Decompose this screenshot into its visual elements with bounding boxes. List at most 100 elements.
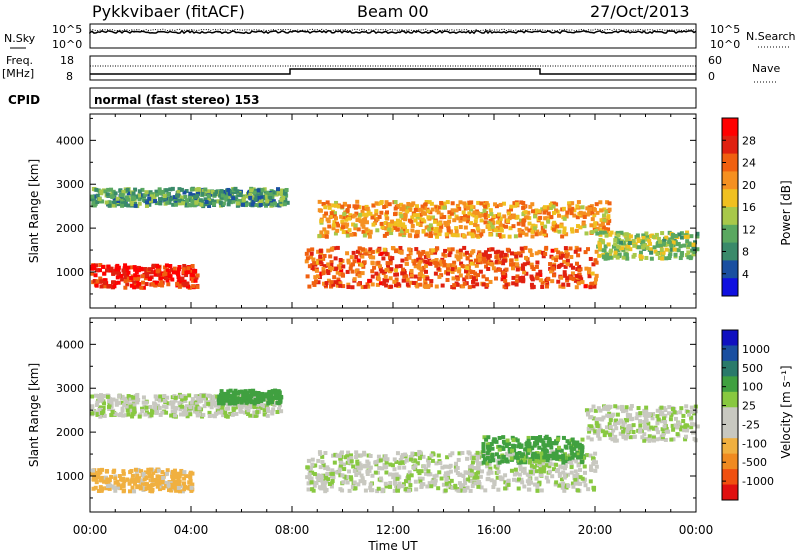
data-cell bbox=[548, 266, 553, 271]
data-cell bbox=[116, 482, 121, 487]
data-cell bbox=[549, 454, 554, 459]
data-cell bbox=[258, 406, 263, 411]
data-cell bbox=[486, 471, 491, 476]
data-cell bbox=[181, 270, 186, 275]
data-cell bbox=[150, 198, 155, 203]
data-cell bbox=[147, 267, 152, 272]
data-cell bbox=[278, 188, 283, 193]
data-cell bbox=[551, 451, 556, 456]
data-cell bbox=[509, 456, 514, 461]
data-cell bbox=[327, 203, 332, 208]
data-cell bbox=[418, 266, 423, 271]
data-cell bbox=[691, 242, 696, 247]
data-cell bbox=[133, 481, 138, 486]
data-cell bbox=[112, 196, 117, 201]
data-cell bbox=[278, 199, 283, 204]
data-cell bbox=[263, 193, 268, 198]
data-cell bbox=[415, 221, 420, 226]
data-cell bbox=[644, 414, 649, 419]
data-cell bbox=[385, 210, 390, 215]
data-cell bbox=[212, 202, 217, 207]
data-cell bbox=[121, 489, 126, 494]
data-cell bbox=[356, 258, 361, 263]
data-cell bbox=[447, 253, 452, 258]
data-cell bbox=[520, 452, 525, 457]
x-tick-label: 12:00 bbox=[376, 523, 411, 537]
data-cell bbox=[331, 475, 336, 480]
data-cell bbox=[184, 404, 189, 409]
data-cell bbox=[117, 401, 122, 406]
data-cell bbox=[381, 457, 386, 462]
data-cell bbox=[235, 189, 240, 194]
data-cell bbox=[563, 464, 568, 469]
data-cell bbox=[131, 191, 136, 196]
data-cell bbox=[403, 487, 408, 492]
data-cell bbox=[99, 407, 104, 412]
data-cell bbox=[196, 187, 201, 192]
data-cell bbox=[143, 267, 148, 272]
data-cell bbox=[399, 229, 404, 234]
data-cell bbox=[268, 196, 273, 201]
data-cell bbox=[444, 477, 449, 482]
data-cell bbox=[375, 282, 380, 287]
data-cell bbox=[537, 460, 542, 465]
data-cell bbox=[538, 272, 543, 277]
data-cell bbox=[102, 280, 107, 285]
data-cell bbox=[346, 282, 351, 287]
data-cell bbox=[593, 258, 598, 263]
data-cell bbox=[525, 443, 530, 448]
data-cell bbox=[148, 478, 153, 483]
data-cell bbox=[501, 261, 506, 266]
data-cell bbox=[421, 454, 426, 459]
data-cell bbox=[425, 251, 430, 256]
data-cell bbox=[672, 247, 677, 252]
data-cell bbox=[593, 408, 598, 413]
data-cell bbox=[443, 488, 448, 493]
data-cell bbox=[147, 199, 152, 204]
data-cell bbox=[534, 264, 539, 269]
data-cell bbox=[564, 232, 569, 237]
data-cell bbox=[346, 450, 351, 455]
data-cell bbox=[147, 276, 152, 281]
data-cell bbox=[165, 200, 170, 205]
data-cell bbox=[432, 474, 437, 479]
data-cell bbox=[501, 455, 506, 460]
data-cell bbox=[501, 435, 506, 440]
x-tick-label: 00:00 bbox=[679, 523, 714, 537]
data-cell bbox=[177, 479, 182, 484]
nsky-panel bbox=[89, 23, 697, 49]
data-cell bbox=[589, 464, 594, 469]
data-cell bbox=[187, 197, 192, 202]
data-cell bbox=[132, 265, 137, 270]
data-cell bbox=[338, 465, 343, 470]
data-cell bbox=[457, 451, 462, 456]
data-cell bbox=[467, 211, 472, 216]
data-cell bbox=[498, 267, 503, 272]
data-cell bbox=[629, 426, 634, 431]
data-cell bbox=[228, 411, 233, 416]
data-cell bbox=[466, 214, 471, 219]
data-cell bbox=[626, 414, 631, 419]
data-cell bbox=[514, 282, 519, 287]
nsearch-series bbox=[89, 28, 696, 32]
data-cell bbox=[479, 201, 484, 206]
data-cell bbox=[160, 196, 165, 201]
data-cell bbox=[116, 198, 121, 203]
data-cell bbox=[158, 201, 163, 206]
freq-tick-bottom: 8 bbox=[66, 70, 73, 83]
data-cell bbox=[189, 187, 194, 192]
data-cell bbox=[570, 201, 575, 206]
data-cell bbox=[358, 212, 363, 217]
data-cell bbox=[521, 468, 526, 473]
data-cell bbox=[319, 478, 324, 483]
data-cell bbox=[368, 453, 373, 458]
data-cell bbox=[503, 252, 508, 257]
data-cell bbox=[678, 244, 683, 249]
data-cell bbox=[577, 264, 582, 269]
data-cell bbox=[393, 200, 398, 205]
data-cell bbox=[591, 456, 596, 461]
data-cell bbox=[538, 278, 543, 283]
data-cell bbox=[263, 394, 268, 399]
data-cell bbox=[528, 470, 533, 475]
data-cell bbox=[175, 193, 180, 198]
